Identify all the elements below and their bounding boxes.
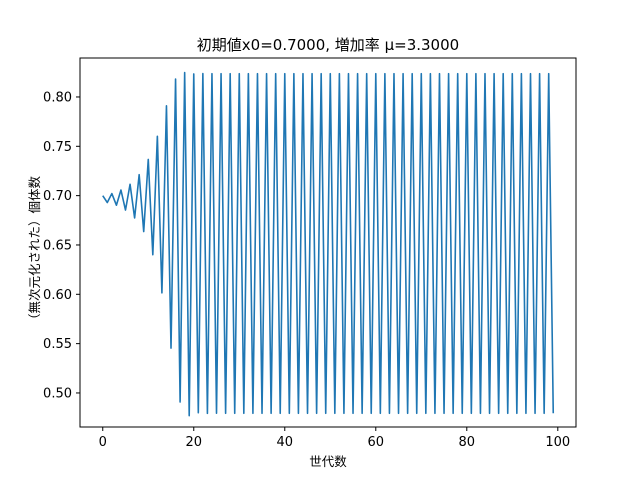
- x-tick-label: 0: [99, 435, 107, 450]
- y-tick-label: 0.70: [43, 189, 72, 204]
- x-tick-label: 40: [276, 435, 293, 450]
- plot-frame: [79, 57, 577, 428]
- y-tick-label: 0.65: [43, 238, 72, 253]
- x-axis-label: 世代数: [309, 454, 347, 469]
- y-tick-label: 0.80: [43, 90, 72, 105]
- y-axis-ticks: 0.50 0.55 0.60 0.65 0.70 0.75 0.80: [43, 90, 80, 401]
- chart-title: 初期値x0=0.7000, 増加率 μ=3.3000: [197, 36, 459, 54]
- x-axis-ticks: 0 20 40 60 80 100: [99, 427, 570, 450]
- y-tick-label: 0.60: [43, 288, 72, 303]
- x-tick-label: 20: [185, 435, 202, 450]
- y-tick-label: 0.75: [43, 140, 72, 155]
- series-line: [102, 71, 555, 417]
- plot-area: [79, 57, 577, 428]
- x-tick-label: 100: [545, 435, 570, 450]
- y-axis-label: （無次元化された）個体数: [27, 176, 42, 327]
- x-tick-label: 60: [368, 435, 385, 450]
- y-tick-label: 0.50: [43, 386, 72, 401]
- y-tick-label: 0.55: [43, 337, 72, 352]
- x-tick-label: 80: [459, 435, 476, 450]
